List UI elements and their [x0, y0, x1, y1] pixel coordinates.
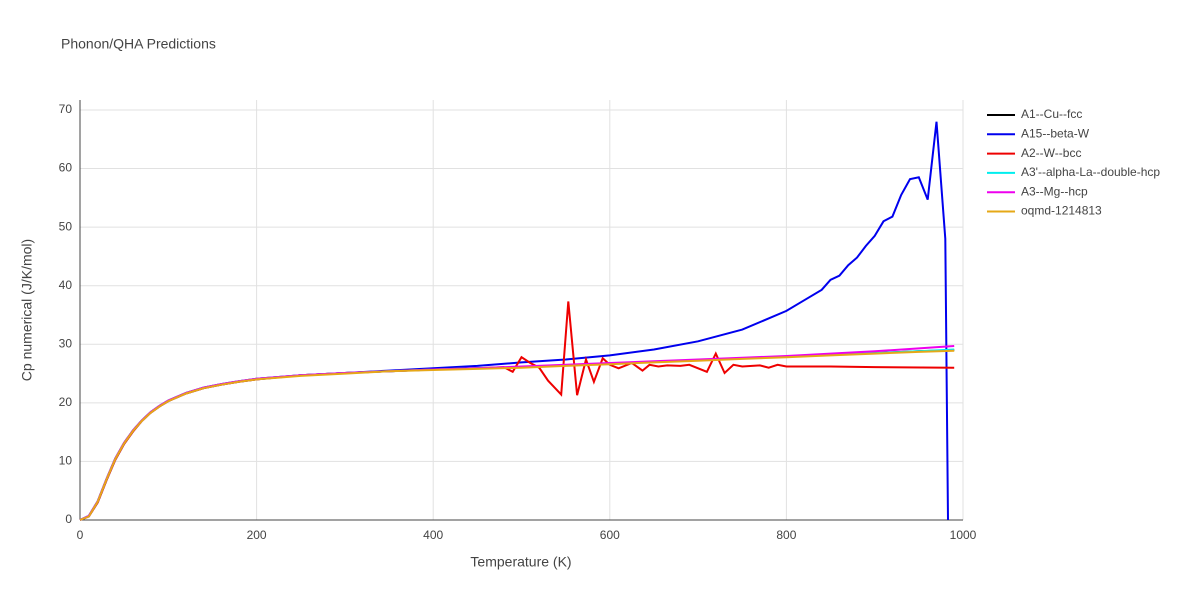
y-tick-label: 0 [65, 512, 72, 526]
legend-label[interactable]: A2--W--bcc [1021, 146, 1081, 160]
x-tick-label: 1000 [950, 528, 977, 542]
series-line [79, 349, 955, 521]
y-tick-label: 40 [59, 278, 73, 292]
x-tick-label: 0 [77, 528, 84, 542]
series-line [79, 301, 955, 521]
y-axis-label: Cp numerical (J/K/mol) [19, 239, 35, 381]
y-tick-label: 70 [59, 102, 73, 116]
series-line [79, 345, 955, 521]
legend-label[interactable]: oqmd-1214813 [1021, 204, 1102, 218]
y-tick-label: 10 [59, 454, 73, 468]
x-tick-label: 600 [600, 528, 620, 542]
series-line [79, 348, 955, 521]
series-line [79, 349, 955, 521]
x-tick-label: 200 [247, 528, 267, 542]
legend-label[interactable]: A3--Mg--hcp [1021, 184, 1088, 198]
chart-title: Phonon/QHA Predictions [61, 36, 216, 52]
y-tick-label: 60 [59, 161, 73, 175]
y-tick-label: 50 [59, 219, 73, 233]
x-tick-label: 400 [423, 528, 443, 542]
y-tick-label: 20 [59, 395, 73, 409]
x-tick-label: 800 [776, 528, 796, 542]
legend-label[interactable]: A15--beta-W [1021, 126, 1090, 140]
y-tick-label: 30 [59, 336, 73, 350]
x-axis-label: Temperature (K) [470, 554, 571, 570]
series-line [79, 121, 949, 521]
legend-label[interactable]: A1--Cu--fcc [1021, 107, 1082, 121]
legend-label[interactable]: A3'--alpha-La--double-hcp [1021, 165, 1160, 179]
